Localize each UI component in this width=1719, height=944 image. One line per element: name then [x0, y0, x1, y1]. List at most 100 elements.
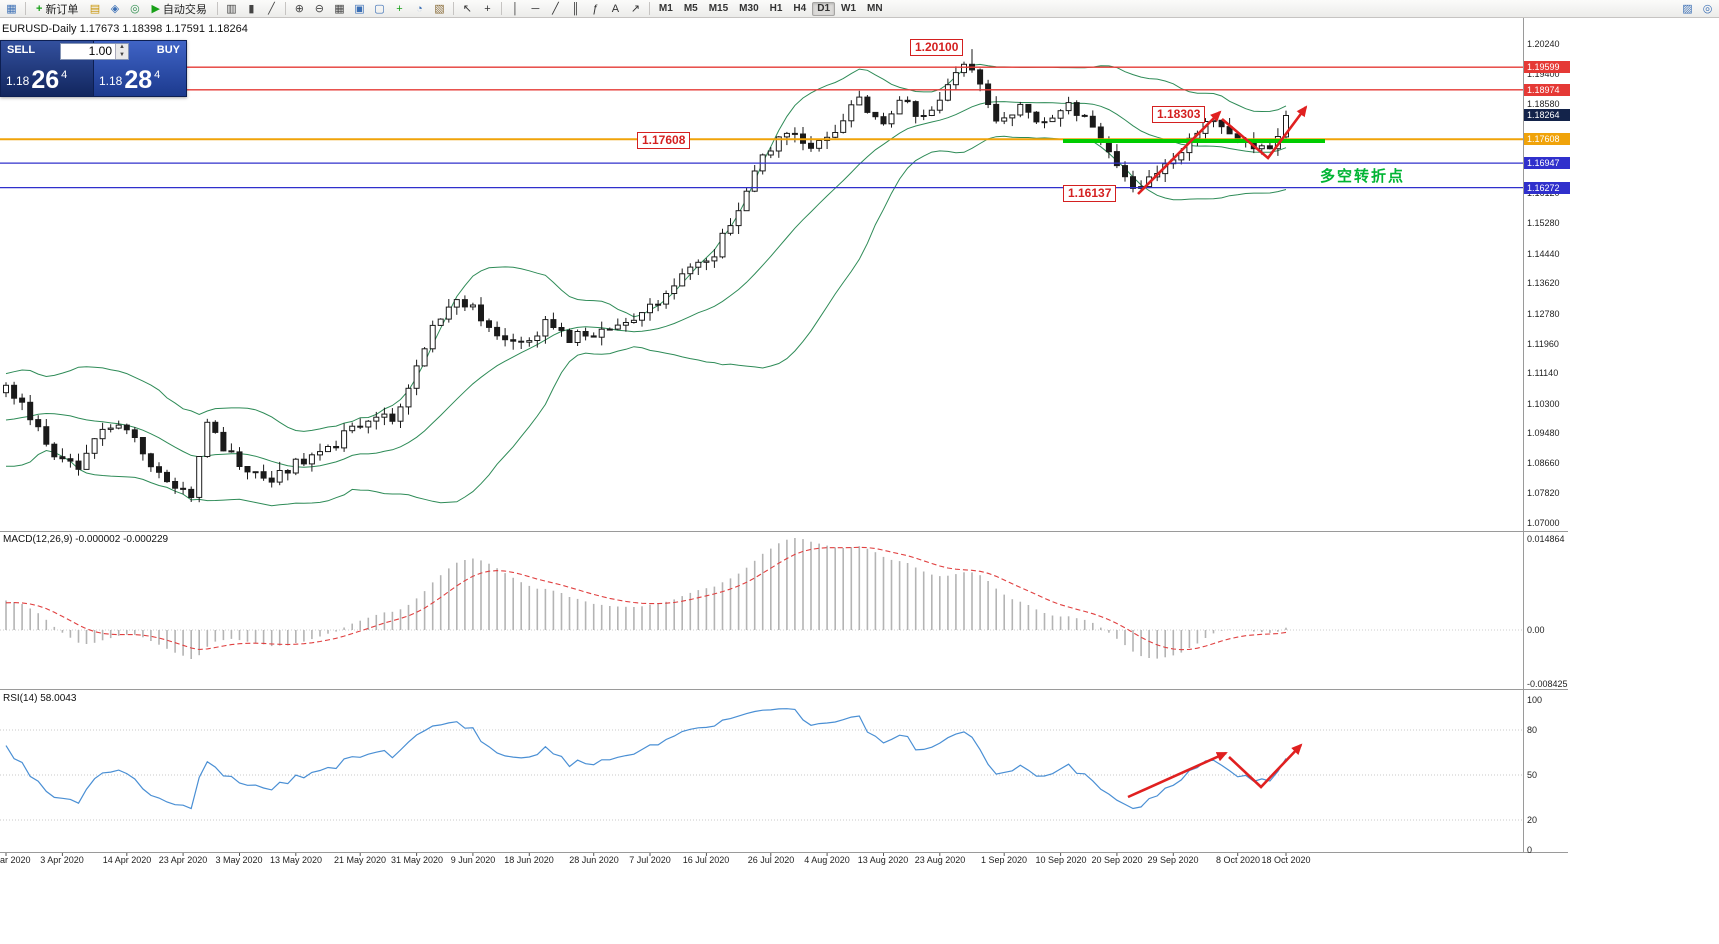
time-axis-label: 20 Sep 2020 — [1091, 855, 1143, 865]
timeframe-W1[interactable]: W1 — [841, 3, 857, 14]
timeframe-MN[interactable]: MN — [867, 3, 883, 14]
toolbar-separator — [648, 2, 650, 15]
time-axis-label: 7 Jul 2020 — [629, 855, 671, 865]
time-axis-label: 31 May 2020 — [390, 855, 444, 865]
trend-arrows-main[interactable] — [1137, 105, 1308, 195]
tile-windows-icon[interactable]: ▣ — [354, 3, 365, 15]
macd-axis-label: 0.014864 — [1527, 534, 1565, 544]
chart-info-line: EURUSD-Daily 1.17673 1.18398 1.17591 1.1… — [2, 23, 248, 35]
price-annotation[interactable]: 1.18303 — [1152, 106, 1206, 123]
macd-indicator — [0, 538, 1523, 659]
price-annotation[interactable]: 1.17608 — [637, 132, 691, 149]
timeframe-M5[interactable]: M5 — [683, 3, 698, 14]
price-axis-label: 1.08660 — [1527, 458, 1560, 468]
price-axis-tag: 1.18974 — [1524, 84, 1570, 96]
sell-label: SELL — [7, 44, 36, 56]
volume-box: 1.00 ▲ ▼ — [60, 43, 129, 60]
crosshair-icon[interactable]: + — [484, 2, 491, 15]
buy-price-main: 1.18 — [99, 74, 123, 88]
auto-trading-button-label: 自动交易 — [162, 3, 207, 16]
toolbar-separator — [500, 2, 502, 15]
rsi-axis-label: 100 — [1527, 695, 1543, 705]
text-tool-icon[interactable]: A — [611, 2, 620, 15]
time-axis-label: 21 May 2020 — [333, 855, 387, 865]
ohlc-bars-icon[interactable]: ▥ — [226, 3, 237, 15]
volume-input[interactable]: 1.00 — [88, 44, 112, 58]
price-annotation[interactable]: 1.20100 — [910, 39, 964, 56]
buy-label: BUY — [156, 44, 180, 56]
time-axis-label: 9 Jun 2020 — [450, 855, 496, 865]
timeframe-D1[interactable]: D1 — [812, 1, 836, 16]
zoom-out-icon[interactable]: ⊖ — [314, 3, 325, 15]
sell-price-sup: 4 — [61, 69, 68, 81]
timeframe-M30[interactable]: M30 — [739, 3, 759, 14]
price-axis-tag: 1.16947 — [1524, 157, 1570, 169]
buy-price: 1.18 28 4 — [99, 66, 160, 94]
toolbar-separator — [284, 2, 286, 15]
trendline-icon[interactable]: ╱ — [552, 3, 559, 15]
time-axis-label: 28 Jun 2020 — [569, 855, 619, 865]
sell-price: 1.18 26 4 — [6, 68, 68, 93]
buy-price-big: 28 — [124, 66, 153, 94]
price-axis-tag: 1.17608 — [1524, 133, 1570, 145]
cursor-icon[interactable]: ↖ — [462, 3, 473, 15]
rsi-axis-label: 20 — [1527, 815, 1538, 825]
price-axis-tag: 1.16272 — [1524, 182, 1570, 194]
timeframe-H4[interactable]: H4 — [793, 3, 807, 14]
indicators-icon[interactable]: + — [396, 2, 403, 15]
market-watch-icon[interactable]: ▤ — [89, 3, 101, 15]
price-axis-label: 1.13620 — [1527, 278, 1560, 288]
candles-layer[interactable] — [3, 49, 1289, 503]
rsi-label: RSI(14) 58.0043 — [3, 693, 77, 704]
new-order-button-icon: + — [36, 2, 43, 15]
toolbar-separator — [452, 2, 454, 15]
line-chart-icon[interactable]: ╱ — [268, 3, 275, 15]
timeframe-M1[interactable]: M1 — [658, 3, 673, 14]
arrows-tool-icon[interactable]: ↗ — [630, 3, 641, 15]
time-axis-label: 3 Apr 2020 — [40, 855, 84, 865]
time-axis-label: 23 Aug 2020 — [914, 855, 966, 865]
search-icon[interactable]: ◎ — [1702, 3, 1713, 15]
grid-icon[interactable]: ▦ — [334, 3, 345, 15]
vertical-line-icon[interactable]: │ — [511, 2, 519, 15]
new-chart-icon[interactable]: ▦ — [6, 3, 17, 15]
channel-icon[interactable]: ║ — [571, 2, 580, 15]
main-toolbar: ▦ + 新订单 ▤ ◈ ◎ ▶ 自动交易 ▥ ▮ ╱ ⊕ ⊖ ▦ ▣ ▢ + ◔ ▧ ↖ + │ ─ ╱ ║ ƒ A ↗ M1 M5 M15… — [0, 0, 1719, 18]
data-window-icon[interactable]: ◈ — [110, 3, 120, 15]
time-axis-label: 8 Oct 2020 — [1215, 855, 1261, 865]
price-annotation[interactable]: 1.16137 — [1063, 185, 1117, 202]
price-axis-label: 1.07000 — [1527, 518, 1560, 528]
rsi-indicator — [0, 708, 1523, 821]
candlestick-icon[interactable]: ▮ — [248, 3, 255, 15]
chart-text-annotation[interactable]: 多空转折点 — [1320, 168, 1406, 185]
timeframe-M15[interactable]: M15 — [708, 3, 729, 14]
new-order-button[interactable]: + 新订单 — [30, 1, 84, 17]
volume-decrease-button[interactable]: ▼ — [116, 51, 128, 59]
price-axis-label: 1.12780 — [1527, 309, 1560, 319]
horizontal-line-icon[interactable]: ─ — [531, 2, 540, 15]
auto-trading-button[interactable]: ▶ 自动交易 — [145, 1, 212, 17]
bollinger-bands — [5, 63, 1287, 507]
templates-icon[interactable]: ▧ — [434, 3, 445, 15]
layouts-icon[interactable]: ▨ — [1682, 3, 1693, 15]
fibonacci-icon[interactable]: ƒ — [592, 2, 599, 15]
macd-axis-label: -0.008425 — [1527, 679, 1568, 689]
cascade-windows-icon[interactable]: ▢ — [374, 3, 385, 15]
price-axis-label: 1.19400 — [1527, 69, 1560, 79]
time-axis-label: 29 Sep 2020 — [1147, 855, 1199, 865]
macd-axis-label: 0.00 — [1527, 625, 1545, 635]
price-axis-label: 1.18580 — [1527, 99, 1560, 109]
timeframe-H1[interactable]: H1 — [769, 3, 783, 14]
price-axis-tag: 1.19599 — [1524, 61, 1570, 73]
price-axis-label: 1.14440 — [1527, 249, 1560, 259]
zoom-in-icon[interactable]: ⊕ — [294, 3, 305, 15]
bollinger-middle — [5, 101, 1287, 468]
time-axis-label: 10 Sep 2020 — [1035, 855, 1087, 865]
navigator-icon[interactable]: ◎ — [130, 3, 140, 15]
one-click-trading-panel: SELL 1.18 26 4 BUY 1.18 28 4 1.00 ▲ ▼ — [0, 40, 187, 97]
trend-arrows-rsi[interactable] — [1127, 743, 1303, 799]
new-order-button-label: 新订单 — [45, 3, 79, 16]
period-icon[interactable]: ◔ — [416, 2, 423, 15]
volume-increase-button[interactable]: ▲ — [116, 44, 128, 52]
